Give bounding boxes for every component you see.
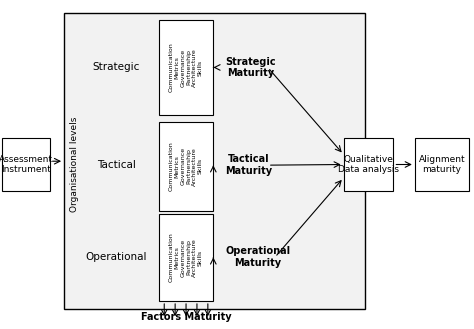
- Text: Communication
Metrics
Governance
Partnership
Architecture
Skills: Communication Metrics Governance Partner…: [169, 42, 203, 92]
- Text: Factors Maturity: Factors Maturity: [141, 313, 232, 322]
- Bar: [159, 214, 213, 301]
- Bar: [64, 13, 365, 309]
- Text: Communication
Metrics
Governance
Partnership
Architecture
Skills: Communication Metrics Governance Partner…: [169, 233, 203, 282]
- Bar: [159, 20, 213, 115]
- Bar: [344, 138, 393, 191]
- Text: Operational: Operational: [85, 252, 147, 262]
- Text: Assessment
Instrument: Assessment Instrument: [0, 155, 53, 174]
- Text: Strategic: Strategic: [92, 63, 140, 72]
- Bar: [159, 122, 213, 211]
- Text: Operational
Maturity: Operational Maturity: [225, 246, 290, 268]
- Text: Tactical: Tactical: [97, 160, 136, 170]
- Bar: [2, 138, 50, 191]
- Bar: [415, 138, 469, 191]
- Text: Communication
Metrics
Governance
Partnership
Architecture
Skills: Communication Metrics Governance Partner…: [169, 141, 203, 191]
- Text: Organisational levels: Organisational levels: [71, 117, 79, 212]
- Text: Strategic
Maturity: Strategic Maturity: [225, 57, 276, 78]
- Text: Qualitative
Data analysis: Qualitative Data analysis: [338, 155, 399, 174]
- Text: Alignment
maturity: Alignment maturity: [419, 155, 465, 174]
- Text: Tactical
Maturity: Tactical Maturity: [225, 154, 272, 176]
